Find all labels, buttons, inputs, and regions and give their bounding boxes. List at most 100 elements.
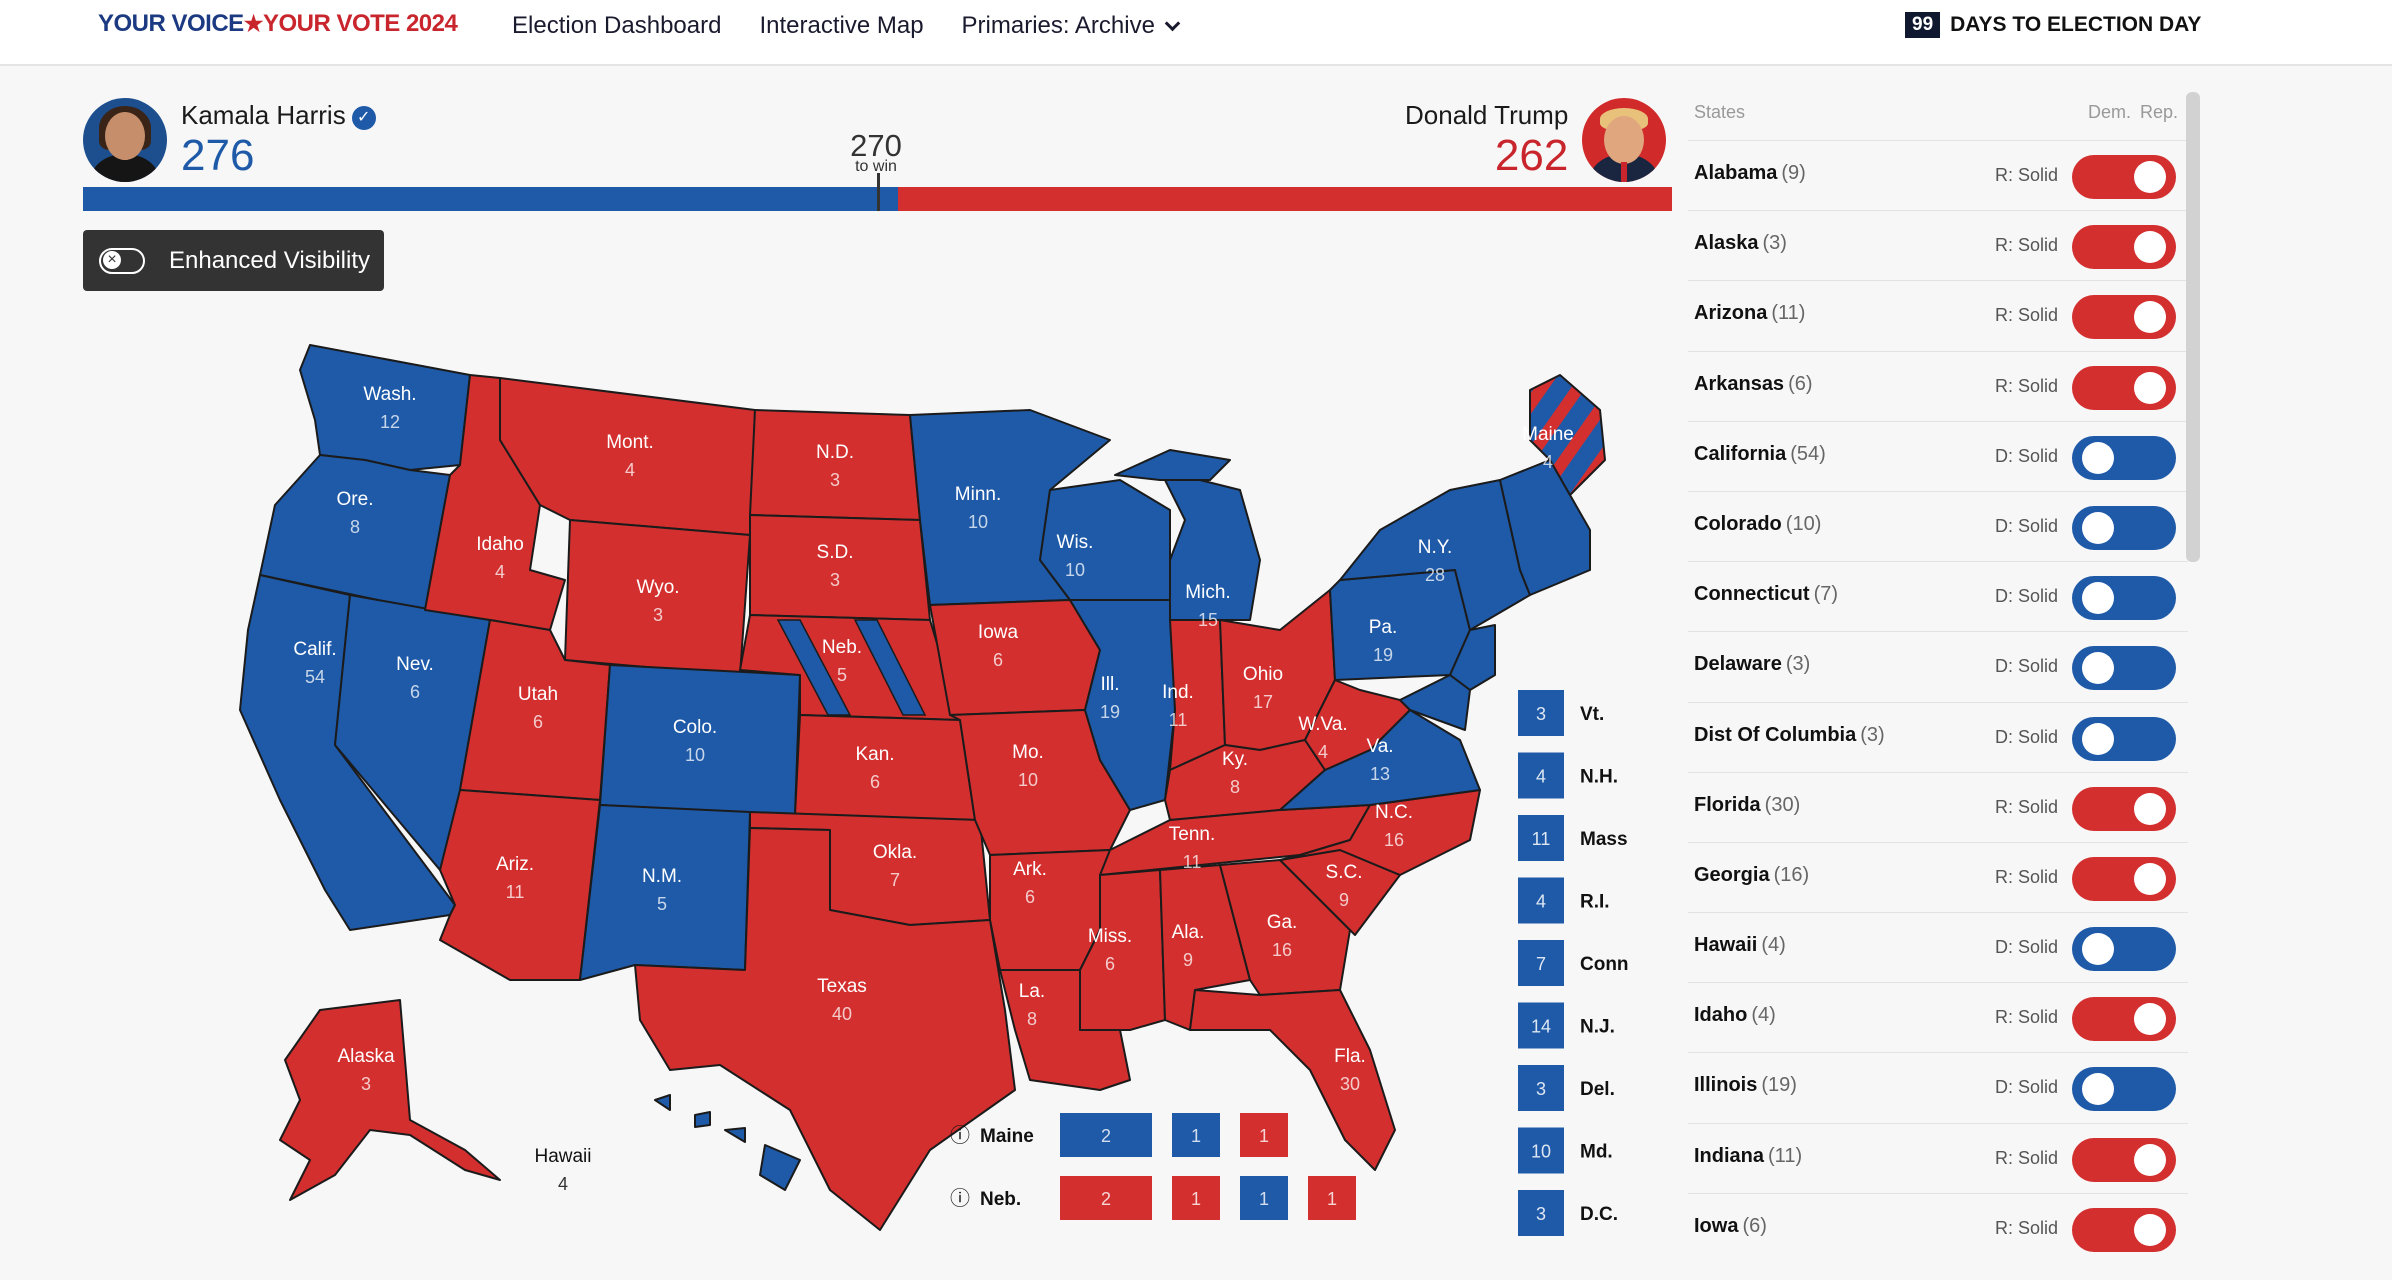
state-north-dakota[interactable] xyxy=(749,409,921,521)
state-north-carolina[interactable] xyxy=(1279,789,1481,876)
toggle-knob xyxy=(2134,862,2166,895)
rep-electoral-votes: 262 xyxy=(1494,130,1569,180)
party-toggle[interactable] xyxy=(2072,646,2176,691)
win-threshold: 270 to win xyxy=(848,130,904,175)
state-row: Arizona (11) R: Solid xyxy=(1688,280,2188,350)
district-box[interactable] xyxy=(1240,1176,1288,1220)
state-row-rating: R: Solid xyxy=(1995,375,2059,396)
state-label: Ohio xyxy=(1243,664,1283,685)
site-logo[interactable]: YOUR VOICE★YOUR VOTE 2024 xyxy=(98,10,458,38)
district-box[interactable] xyxy=(1240,1113,1288,1157)
state-row-name: Indiana (11) xyxy=(1694,1144,1803,1167)
state-row: Florida (30) R: Solid xyxy=(1688,771,2188,842)
state-label: Ore. xyxy=(337,489,374,510)
party-toggle[interactable] xyxy=(2072,576,2176,621)
party-toggle[interactable] xyxy=(2072,295,2176,340)
party-toggle[interactable] xyxy=(2072,927,2176,972)
win-label: to win xyxy=(855,158,897,175)
state-hawaii[interactable] xyxy=(654,1094,801,1191)
days-label: DAYS TO ELECTION DAY xyxy=(1950,13,2202,36)
state-ev-label: 54 xyxy=(305,667,325,687)
state-row: Arkansas (6) R: Solid xyxy=(1688,350,2188,421)
small-state-box[interactable] xyxy=(1518,1002,1564,1049)
state-new-jersey[interactable] xyxy=(1449,624,1496,691)
state-row-rating: D: Solid xyxy=(1995,656,2059,677)
state-colorado[interactable] xyxy=(599,664,801,816)
party-toggle[interactable] xyxy=(2072,1137,2176,1182)
toggle-knob xyxy=(2082,1073,2114,1106)
nav-election-dashboard[interactable]: Election Dashboard xyxy=(512,12,722,39)
small-state-ev: 3 xyxy=(1536,1204,1546,1224)
party-toggle[interactable] xyxy=(2072,155,2176,199)
small-state-box[interactable] xyxy=(1518,877,1564,924)
district-box[interactable] xyxy=(1060,1113,1152,1157)
visibility-switch-icon xyxy=(99,247,145,274)
small-state-box[interactable] xyxy=(1518,752,1564,799)
toggle-knob xyxy=(2082,441,2114,474)
state-kansas[interactable] xyxy=(794,714,976,821)
state-ev-label: 16 xyxy=(1272,940,1292,960)
state-new-mexico[interactable] xyxy=(579,804,751,981)
small-state-box[interactable] xyxy=(1518,1190,1564,1236)
state-alaska[interactable] xyxy=(279,999,501,1201)
state-label: Fla. xyxy=(1334,1046,1366,1067)
state-washington[interactable] xyxy=(299,344,471,471)
state-michigan-upper[interactable] xyxy=(1114,449,1231,481)
party-toggle[interactable] xyxy=(2072,1067,2176,1112)
enhanced-visibility-toggle[interactable]: Enhanced Visibility xyxy=(83,230,384,291)
party-toggle[interactable] xyxy=(2072,856,2176,901)
state-iowa[interactable] xyxy=(929,599,1101,716)
state-label: Idaho xyxy=(476,534,524,555)
nav-interactive-map[interactable]: Interactive Map xyxy=(759,12,924,39)
state-ev-label: 11 xyxy=(1169,710,1188,730)
info-icon[interactable]: ⓘ xyxy=(950,1187,970,1210)
toggle-knob xyxy=(2082,511,2114,544)
state-label: N.Y. xyxy=(1418,537,1453,558)
party-toggle[interactable] xyxy=(2072,786,2176,831)
state-pennsylvania[interactable] xyxy=(1329,569,1471,681)
party-toggle[interactable] xyxy=(2072,1207,2176,1252)
states-list: Alabama (9) R: Solid Alaska (3) R: Solid Arizo… xyxy=(1688,140,2188,1263)
state-label: N.M. xyxy=(642,866,682,887)
state-maryland-delaware[interactable] xyxy=(1399,674,1471,731)
small-state-box[interactable] xyxy=(1518,690,1564,736)
district-box[interactable] xyxy=(1308,1176,1356,1220)
district-ev-label: 1 xyxy=(1191,1189,1201,1209)
col-rep: Rep. xyxy=(2140,102,2179,122)
panel-scrollbar[interactable] xyxy=(2186,92,2200,562)
nav-primaries-archive[interactable]: Primaries: Archive xyxy=(962,12,1181,40)
state-florida[interactable] xyxy=(1189,989,1396,1171)
party-toggle[interactable] xyxy=(2072,435,2176,480)
small-state-box[interactable] xyxy=(1518,815,1564,861)
states-panel: States Dem. Rep. Alabama (9) R: Solid Alask… xyxy=(1684,88,2194,1280)
state-row: Iowa (6) R: Solid xyxy=(1688,1192,2188,1263)
state-label: N.C. xyxy=(1375,802,1413,823)
state-ev-label: 8 xyxy=(1230,777,1240,797)
info-icon[interactable]: ⓘ xyxy=(950,1124,970,1147)
rep-candidate: Donald Trump 262 xyxy=(1405,98,1667,182)
party-toggle[interactable] xyxy=(2072,225,2176,270)
state-row-rating: R: Solid xyxy=(1995,165,2059,185)
small-state-box[interactable] xyxy=(1518,1065,1564,1111)
state-label: La. xyxy=(1019,981,1045,1002)
district-box[interactable] xyxy=(1060,1176,1152,1220)
state-maine[interactable] xyxy=(1529,374,1606,496)
state-south-dakota[interactable] xyxy=(749,514,931,621)
small-state-box[interactable] xyxy=(1518,1127,1564,1174)
state-row-name: Hawaii (4) xyxy=(1694,934,1786,957)
state-ev-label: 15 xyxy=(1198,610,1218,630)
district-ev-label: 2 xyxy=(1101,1126,1111,1146)
district-box[interactable] xyxy=(1172,1113,1220,1157)
party-toggle[interactable] xyxy=(2072,505,2176,550)
small-state-box[interactable] xyxy=(1518,940,1564,986)
state-row-name: Georgia (16) xyxy=(1694,863,1810,886)
state-ev-label: 6 xyxy=(410,682,420,702)
state-texas[interactable] xyxy=(634,827,1016,1231)
party-toggle[interactable] xyxy=(2072,997,2176,1042)
state-ev-label: 3 xyxy=(653,605,663,625)
state-label: Mo. xyxy=(1012,742,1044,763)
state-label: Ky. xyxy=(1222,749,1248,770)
district-box[interactable] xyxy=(1172,1176,1220,1220)
party-toggle[interactable] xyxy=(2072,365,2176,410)
party-toggle[interactable] xyxy=(2072,716,2176,761)
